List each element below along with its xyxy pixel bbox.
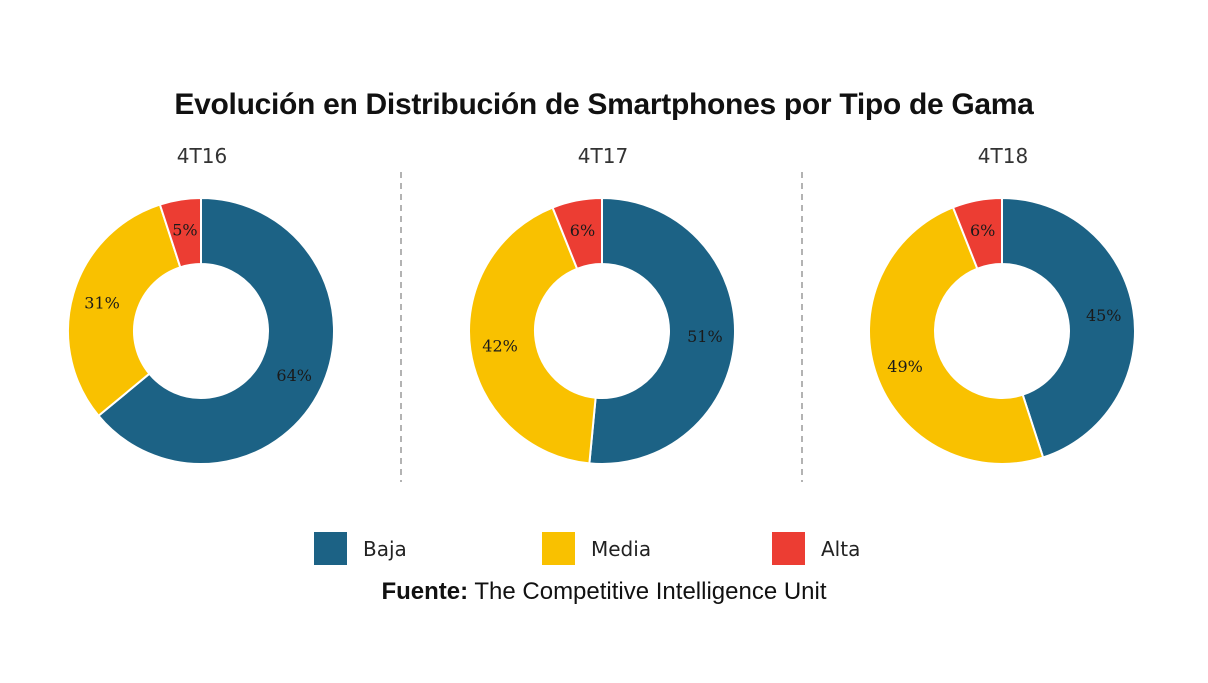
source-text: The Competitive Intelligence Unit [474,578,827,605]
slice-4t16-baja [97,196,335,465]
slice-4t16-media [67,203,182,418]
source-label: Fuente: [381,578,469,605]
legend-label-media: Media [591,536,652,561]
slice-4t17-media [468,206,597,465]
data-label-4t17-alta: 6% [570,221,595,240]
data-label-4t17-media: 42% [482,337,518,356]
data-label-4t17-baja: 51% [687,327,723,346]
data-label-4t16-media: 31% [84,293,120,312]
slice-4t16-alta [158,196,202,269]
slice-4t18-baja [1001,196,1136,459]
chart-title: Evolución en Distribución de Smartphones… [174,88,1034,121]
legend-swatch-alta [772,532,805,565]
data-label-4t16-alta: 5% [172,220,197,239]
legend-swatch-baja [314,532,347,565]
data-label-4t18-alta: 6% [970,221,995,240]
legend-swatch-media [542,532,575,565]
panel-title-4t16: 4T16 [177,144,227,168]
slice-4t17-baja [588,196,736,465]
legend-item-media: Media [542,532,651,565]
source-note: Fuente: The Competitive Intelligence Uni… [0,578,1208,606]
slice-4t18-media [868,206,1045,465]
slice-4t18-alta [951,196,1003,271]
legend-item-alta: Alta [772,532,860,565]
data-label-4t16-baja: 64% [276,366,312,385]
data-label-4t18-media: 49% [887,357,923,376]
legend-label-baja: Baja [363,536,407,561]
panel-title-4t18: 4T18 [978,144,1028,168]
legend-item-baja: Baja [314,532,407,565]
panel-title-4t17: 4T17 [578,144,628,168]
legend-label-alta: Alta [821,536,861,561]
legend: Baja Media Alta [0,532,1208,566]
slice-4t17-alta [551,196,603,271]
data-label-4t18-baja: 45% [1086,306,1122,325]
